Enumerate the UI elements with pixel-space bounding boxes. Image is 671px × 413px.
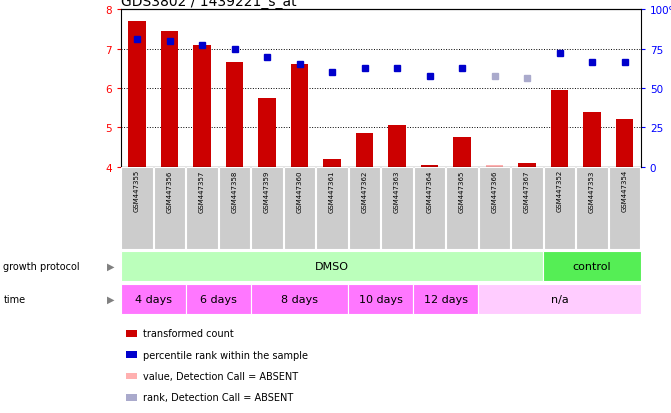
- FancyBboxPatch shape: [478, 285, 641, 314]
- FancyBboxPatch shape: [121, 252, 544, 281]
- Text: 6 days: 6 days: [200, 294, 237, 304]
- Bar: [258, 99, 276, 167]
- Text: control: control: [573, 261, 611, 271]
- Bar: [453, 138, 471, 167]
- Bar: [388, 126, 406, 167]
- Bar: [323, 159, 341, 167]
- Text: 12 days: 12 days: [424, 294, 468, 304]
- Text: 10 days: 10 days: [359, 294, 403, 304]
- Bar: [291, 65, 309, 167]
- Text: GSM447363: GSM447363: [394, 170, 400, 212]
- FancyBboxPatch shape: [511, 168, 543, 249]
- FancyBboxPatch shape: [413, 285, 478, 314]
- Text: GSM447352: GSM447352: [556, 170, 562, 212]
- Text: GSM447362: GSM447362: [362, 170, 368, 212]
- FancyBboxPatch shape: [317, 168, 348, 249]
- FancyBboxPatch shape: [121, 285, 186, 314]
- Bar: [126, 351, 138, 358]
- Text: DMSO: DMSO: [315, 261, 349, 271]
- Text: n/a: n/a: [551, 294, 568, 304]
- FancyBboxPatch shape: [251, 285, 348, 314]
- Text: GSM447365: GSM447365: [459, 170, 465, 212]
- Text: 8 days: 8 days: [281, 294, 318, 304]
- Text: GSM447367: GSM447367: [524, 170, 530, 212]
- Bar: [225, 63, 244, 167]
- Bar: [583, 112, 601, 167]
- FancyBboxPatch shape: [381, 168, 413, 249]
- FancyBboxPatch shape: [349, 168, 380, 249]
- Text: GSM447357: GSM447357: [199, 170, 205, 212]
- FancyBboxPatch shape: [576, 168, 608, 249]
- Bar: [126, 373, 138, 380]
- FancyBboxPatch shape: [544, 168, 575, 249]
- Text: rank, Detection Call = ABSENT: rank, Detection Call = ABSENT: [143, 392, 293, 402]
- Text: GSM447361: GSM447361: [329, 170, 335, 212]
- Bar: [126, 394, 138, 401]
- Text: GSM447356: GSM447356: [166, 170, 172, 212]
- Bar: [356, 134, 374, 167]
- Text: GSM447364: GSM447364: [427, 170, 433, 212]
- Text: GDS3802 / 1439221_s_at: GDS3802 / 1439221_s_at: [121, 0, 297, 9]
- Text: GSM447358: GSM447358: [231, 170, 238, 212]
- FancyBboxPatch shape: [609, 168, 640, 249]
- Bar: [128, 22, 146, 167]
- Bar: [193, 46, 211, 167]
- FancyBboxPatch shape: [252, 168, 282, 249]
- FancyBboxPatch shape: [121, 168, 152, 249]
- Text: growth protocol: growth protocol: [3, 261, 80, 271]
- Text: GSM447355: GSM447355: [134, 170, 140, 212]
- FancyBboxPatch shape: [479, 168, 510, 249]
- FancyBboxPatch shape: [446, 168, 478, 249]
- Text: percentile rank within the sample: percentile rank within the sample: [143, 350, 307, 360]
- Text: GSM447353: GSM447353: [589, 170, 595, 212]
- Text: time: time: [3, 294, 25, 304]
- Bar: [421, 165, 438, 167]
- FancyBboxPatch shape: [219, 168, 250, 249]
- FancyBboxPatch shape: [284, 168, 315, 249]
- Bar: [160, 32, 178, 167]
- FancyBboxPatch shape: [414, 168, 445, 249]
- Text: 4 days: 4 days: [135, 294, 172, 304]
- Text: GSM447354: GSM447354: [621, 170, 627, 212]
- FancyBboxPatch shape: [154, 168, 185, 249]
- Bar: [486, 165, 503, 167]
- Text: GSM447360: GSM447360: [297, 170, 303, 212]
- Bar: [518, 164, 536, 167]
- FancyBboxPatch shape: [348, 285, 413, 314]
- Bar: [615, 120, 633, 167]
- Text: GSM447366: GSM447366: [492, 170, 498, 212]
- Text: ▶: ▶: [107, 294, 114, 304]
- Text: GSM447359: GSM447359: [264, 170, 270, 212]
- FancyBboxPatch shape: [187, 168, 217, 249]
- Text: value, Detection Call = ABSENT: value, Detection Call = ABSENT: [143, 371, 298, 381]
- FancyBboxPatch shape: [186, 285, 251, 314]
- Text: transformed count: transformed count: [143, 328, 234, 338]
- Bar: [551, 91, 568, 167]
- Text: ▶: ▶: [107, 261, 114, 271]
- Bar: [126, 330, 138, 337]
- FancyBboxPatch shape: [544, 252, 641, 281]
